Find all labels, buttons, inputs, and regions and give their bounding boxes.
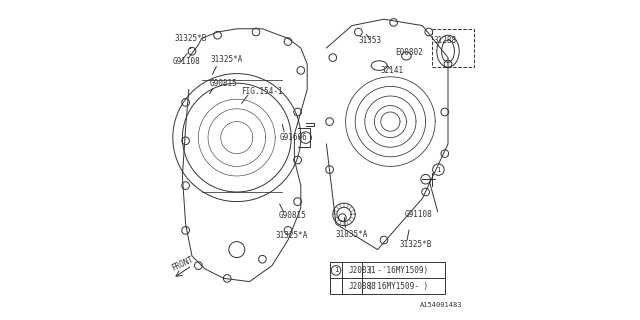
- Text: J20831: J20831: [349, 266, 376, 275]
- Text: FRONT: FRONT: [170, 254, 195, 272]
- Text: 32141: 32141: [381, 66, 404, 75]
- Text: 31835*A: 31835*A: [336, 230, 369, 239]
- Text: 31325*B: 31325*B: [399, 240, 432, 249]
- Text: 31325*A: 31325*A: [275, 231, 308, 240]
- Text: 31325*A: 31325*A: [211, 55, 243, 64]
- Text: G90815: G90815: [278, 212, 306, 220]
- Text: A154001483: A154001483: [420, 302, 463, 308]
- Text: ( -'16MY1509): ( -'16MY1509): [368, 266, 428, 275]
- Text: J20888: J20888: [349, 282, 376, 291]
- Text: 1: 1: [436, 167, 441, 172]
- Text: G91108: G91108: [172, 57, 200, 66]
- Text: 1: 1: [333, 268, 339, 273]
- Text: 31325*B: 31325*B: [174, 34, 207, 43]
- Bar: [432, 29, 474, 67]
- Text: G91606: G91606: [280, 133, 308, 142]
- Text: 31288: 31288: [434, 36, 457, 44]
- Text: E00802: E00802: [396, 48, 423, 57]
- Text: 31353: 31353: [358, 36, 381, 44]
- Bar: [330, 262, 445, 294]
- Text: G91108: G91108: [405, 210, 433, 219]
- Text: ('16MY1509- ): ('16MY1509- ): [368, 282, 428, 291]
- Text: FIG.154-1: FIG.154-1: [242, 87, 284, 96]
- Text: G90815: G90815: [210, 79, 237, 88]
